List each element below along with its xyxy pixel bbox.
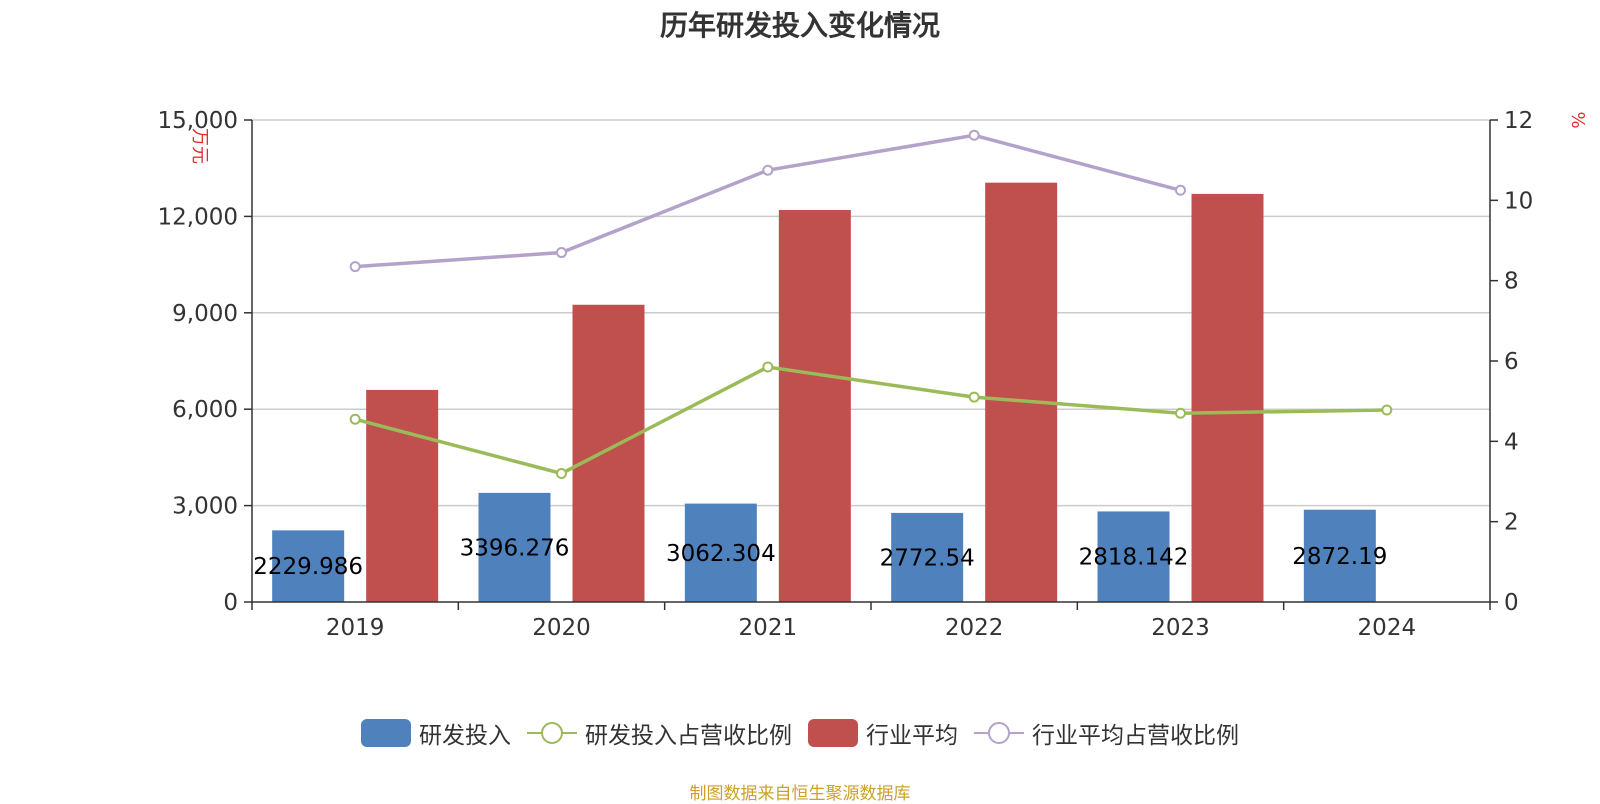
legend-label-rd: 研发投入 [419, 723, 511, 749]
x-tick-label: 2022 [945, 615, 1004, 641]
point-rd-ratio-2020 [556, 467, 567, 479]
x-tick-label: 2024 [1358, 615, 1417, 641]
y-left-axis-unit: 万元 [189, 128, 210, 164]
point-rd-ratio-2023 [1175, 407, 1186, 419]
data-label-rd-2021: 3062.304 [666, 541, 776, 567]
data-label-rd-2020: 3396.276 [460, 535, 570, 561]
point-rd-ratio-2022 [968, 391, 980, 403]
x-tick-label: 2021 [739, 615, 798, 641]
y-left-tick-label: 15,000 [158, 108, 238, 134]
bar-rd-2024 [1303, 509, 1376, 602]
legend-swatch-industry-ratio [974, 722, 1024, 744]
data-label-rd-2023: 2818.142 [1079, 545, 1189, 571]
legend-swatch-industry [808, 719, 858, 747]
point-rd-ratio-2024 [1381, 404, 1393, 416]
y-right-tick-label: 4 [1504, 429, 1519, 455]
legend-item-industry[interactable]: 行业平均 [808, 716, 958, 750]
y-left-tick-label: 6,000 [172, 397, 238, 423]
x-tick-label: 2023 [1151, 615, 1210, 641]
legend-item-rd-ratio[interactable]: 研发投入占营收比例 [527, 716, 792, 750]
bar-industry-2020 [572, 304, 645, 602]
y-right-tick-label: 6 [1504, 349, 1519, 375]
legend: 研发投入 研发投入占营收比例 行业平均 行业平均占营收比例 [0, 716, 1600, 750]
bar-rd-2022 [891, 512, 964, 602]
data-label-rd-2022: 2772.54 [880, 545, 975, 571]
bar-rd-2020 [478, 492, 551, 602]
point-rd-ratio-2019 [349, 413, 361, 425]
y-right-tick-label: 2 [1504, 510, 1519, 536]
legend-label-rd-ratio: 研发投入占营收比例 [585, 723, 792, 749]
bar-industry-2023 [1191, 193, 1264, 602]
point-industry-ratio-2020 [556, 247, 567, 259]
bar-rd-2019 [272, 530, 345, 602]
legend-label-industry-ratio: 行业平均占营收比例 [1032, 723, 1239, 749]
point-rd-ratio-2021 [762, 361, 774, 373]
y-right-axis-unit: % [1567, 111, 1588, 128]
chart-title: 历年研发投入变化情况 [659, 9, 940, 42]
line-rd-ratio [354, 365, 1387, 476]
y-left-tick-label: 3,000 [172, 494, 238, 520]
point-industry-ratio-2022 [968, 129, 980, 141]
point-industry-ratio-2023 [1175, 184, 1186, 196]
y-left-tick-label: 12,000 [158, 204, 238, 230]
y-right-tick-label: 0 [1504, 590, 1519, 616]
bar-industry-2019 [366, 389, 439, 602]
point-industry-ratio-2019 [349, 261, 361, 273]
x-tick-label: 2020 [532, 615, 591, 641]
y-right-tick-label: 10 [1504, 188, 1533, 214]
y-left-tick-label: 9,000 [172, 301, 238, 327]
bar-industry-2022 [985, 182, 1058, 602]
y-right-tick-label: 8 [1504, 269, 1519, 295]
legend-item-industry-ratio[interactable]: 行业平均占营收比例 [974, 716, 1239, 750]
y-right-tick-label: 12 [1504, 108, 1533, 134]
legend-item-rd[interactable]: 研发投入 [361, 716, 511, 750]
legend-swatch-rd-ratio [527, 722, 577, 744]
point-industry-ratio-2021 [762, 164, 774, 176]
legend-swatch-rd [361, 719, 411, 747]
x-tick-label: 2019 [326, 615, 385, 641]
data-label-rd-2024: 2872.19 [1292, 544, 1387, 570]
bar-industry-2021 [778, 209, 851, 602]
y-left-tick-label: 0 [223, 590, 238, 616]
bar-rd-2023 [1097, 511, 1170, 602]
data-source-note: 制图数据来自恒生聚源数据库 [689, 784, 911, 804]
data-label-rd-2019: 2229.986 [253, 554, 363, 580]
legend-label-industry: 行业平均 [866, 723, 958, 749]
bar-rd-2021 [684, 503, 757, 602]
